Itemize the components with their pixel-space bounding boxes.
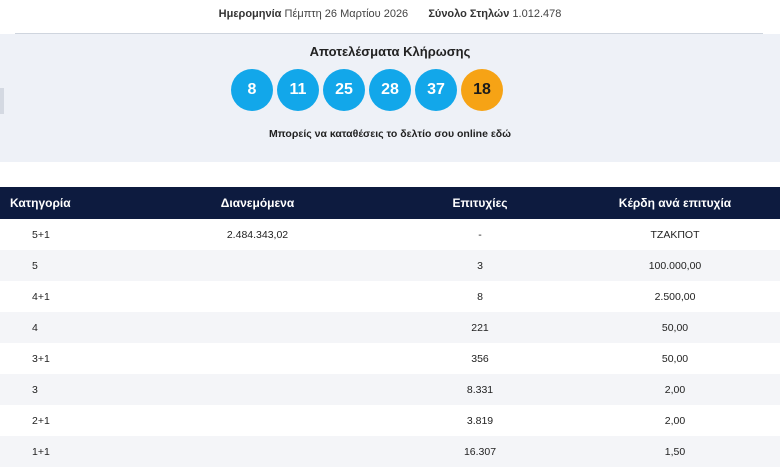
table-header-row: Κατηγορία Διανεμόμενα Επιτυχίες Κέρδη αν… bbox=[0, 187, 780, 219]
winners-cell: 3 bbox=[477, 259, 483, 272]
table-row: 3+1 356 50,00 bbox=[0, 343, 780, 374]
header-winners: Επιτυχίες bbox=[452, 196, 508, 210]
table-row: 3 8.331 2,00 bbox=[0, 374, 780, 405]
number-ball: 11 bbox=[277, 69, 319, 111]
category-cell: 4+1 bbox=[32, 290, 50, 303]
panel-edge-tab bbox=[0, 88, 4, 114]
category-cell: 1+1 bbox=[32, 445, 50, 458]
prize-cell: 50,00 bbox=[661, 321, 689, 334]
prize-table: Κατηγορία Διανεμόμενα Επιτυχίες Κέρδη αν… bbox=[0, 187, 780, 467]
winners-cell: 356 bbox=[471, 352, 489, 365]
prize-cell: 50,00 bbox=[661, 352, 689, 365]
header-distributed: Διανεμόμενα bbox=[220, 196, 295, 210]
category-cell: 4 bbox=[32, 321, 38, 334]
winners-cell: 3.819 bbox=[466, 414, 494, 427]
distributed-cell bbox=[125, 405, 390, 436]
draw-info-bar: Ημερομηνία Πέμπτη 26 Μαρτίου 2026 Σύνολο… bbox=[0, 0, 780, 28]
category-cell: 5 bbox=[32, 259, 38, 272]
prize-cell: 1,50 bbox=[664, 445, 686, 458]
category-cell: 5+1 bbox=[32, 228, 50, 241]
prize-cell: 100.000,00 bbox=[648, 259, 702, 272]
prize-cell: 2,00 bbox=[664, 383, 686, 396]
winners-cell: 8 bbox=[477, 290, 483, 303]
winners-cell: - bbox=[478, 228, 482, 241]
distributed-cell bbox=[125, 436, 390, 467]
date-label: Ημερομηνία bbox=[218, 8, 282, 20]
table-row: 2+1 3.819 2,00 bbox=[0, 405, 780, 436]
category-cell: 3 bbox=[32, 383, 38, 396]
table-row: 5 3 100.000,00 bbox=[0, 250, 780, 281]
distributed-cell bbox=[125, 312, 390, 343]
winners-cell: 16.307 bbox=[463, 445, 497, 458]
winners-cell: 8.331 bbox=[466, 383, 494, 396]
number-ball: 28 bbox=[369, 69, 411, 111]
play-online-link[interactable]: Μπορείς να καταθέσεις το δελτίο σου onli… bbox=[268, 128, 512, 140]
number-ball: 25 bbox=[323, 69, 365, 111]
number-ball: 37 bbox=[415, 69, 457, 111]
divider bbox=[15, 33, 763, 34]
draw-results-title: Αποτελέσματα Κλήρωσης bbox=[309, 44, 471, 59]
table-row: 4 221 50,00 bbox=[0, 312, 780, 343]
prize-cell: ΤΖΑΚΠΟΤ bbox=[650, 228, 700, 241]
distributed-cell bbox=[125, 343, 390, 374]
table-row: 4+1 8 2.500,00 bbox=[0, 281, 780, 312]
joker-ball: 18 bbox=[461, 69, 503, 111]
number-ball: 8 bbox=[231, 69, 273, 111]
distributed-cell bbox=[125, 374, 390, 405]
distributed-cell bbox=[125, 250, 390, 281]
table-row: 1+1 16.307 1,50 bbox=[0, 436, 780, 467]
total-columns-label: Σύνολο Στηλών bbox=[428, 8, 510, 20]
distributed-cell: 2.484.343,02 bbox=[226, 228, 289, 241]
category-cell: 2+1 bbox=[32, 414, 50, 427]
table-row: 5+1 2.484.343,02 - ΤΖΑΚΠΟΤ bbox=[0, 219, 780, 250]
header-category: Κατηγορία bbox=[10, 196, 71, 210]
total-columns-value: 1.012.478 bbox=[512, 8, 562, 20]
distributed-cell bbox=[125, 281, 390, 312]
prize-cell: 2.500,00 bbox=[654, 290, 696, 303]
winners-cell: 221 bbox=[471, 321, 489, 334]
prize-cell: 2,00 bbox=[664, 414, 686, 427]
date-value: Πέμπτη 26 Μαρτίου 2026 bbox=[284, 8, 409, 20]
category-cell: 3+1 bbox=[32, 352, 50, 365]
winning-numbers: 8 11 25 28 37 18 bbox=[231, 69, 503, 111]
header-prize: Κέρδη ανά επιτυχία bbox=[618, 196, 732, 210]
